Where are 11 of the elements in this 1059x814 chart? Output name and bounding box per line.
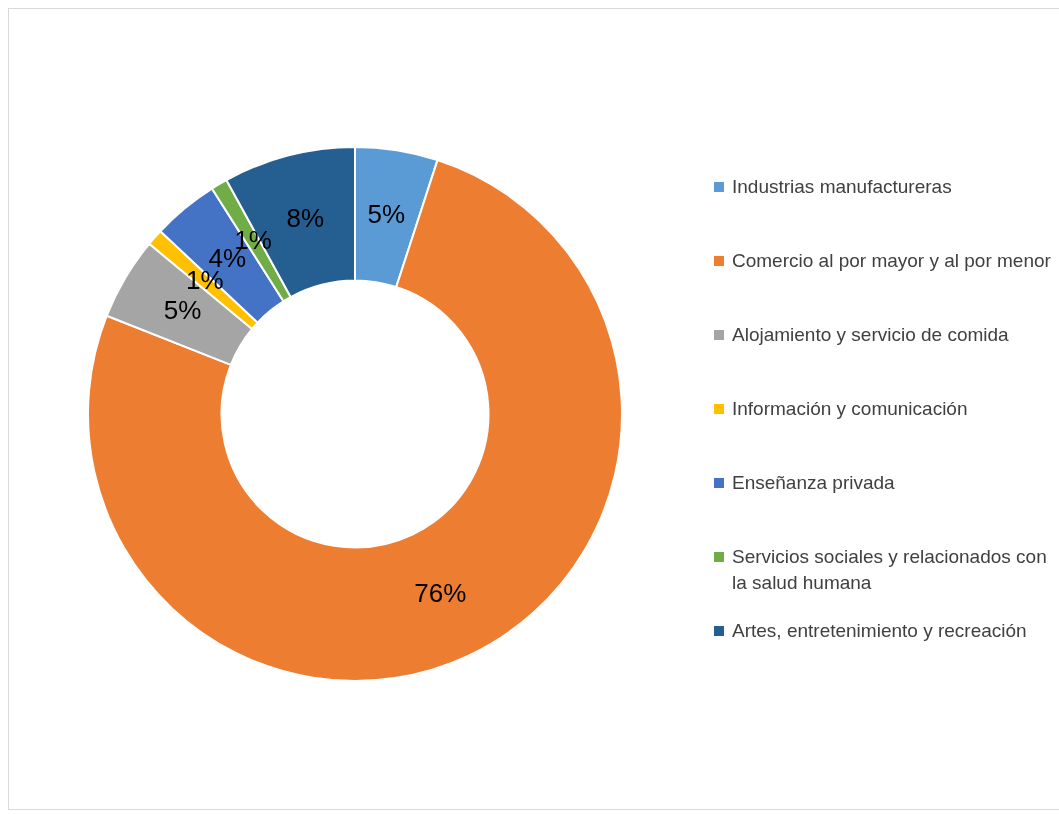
legend-label: Comercio al por mayor y al por menor: [732, 249, 1051, 273]
data-label: 5%: [163, 295, 202, 326]
data-label: 76%: [414, 578, 467, 609]
legend-label: Alojamiento y servicio de comida: [732, 323, 1009, 347]
data-label: 5%: [367, 199, 406, 230]
data-label: 8%: [286, 203, 324, 234]
legend-label: Información y comunicación: [732, 397, 968, 421]
legend-label: Servicios sociales y relacionados con la salud humana: [732, 545, 1048, 595]
legend-label: Artes, entretenimiento y recreación: [732, 619, 1027, 643]
legend-label: Industrias manufactureras: [732, 175, 952, 199]
legend-label: Enseñanza privada: [732, 471, 895, 495]
